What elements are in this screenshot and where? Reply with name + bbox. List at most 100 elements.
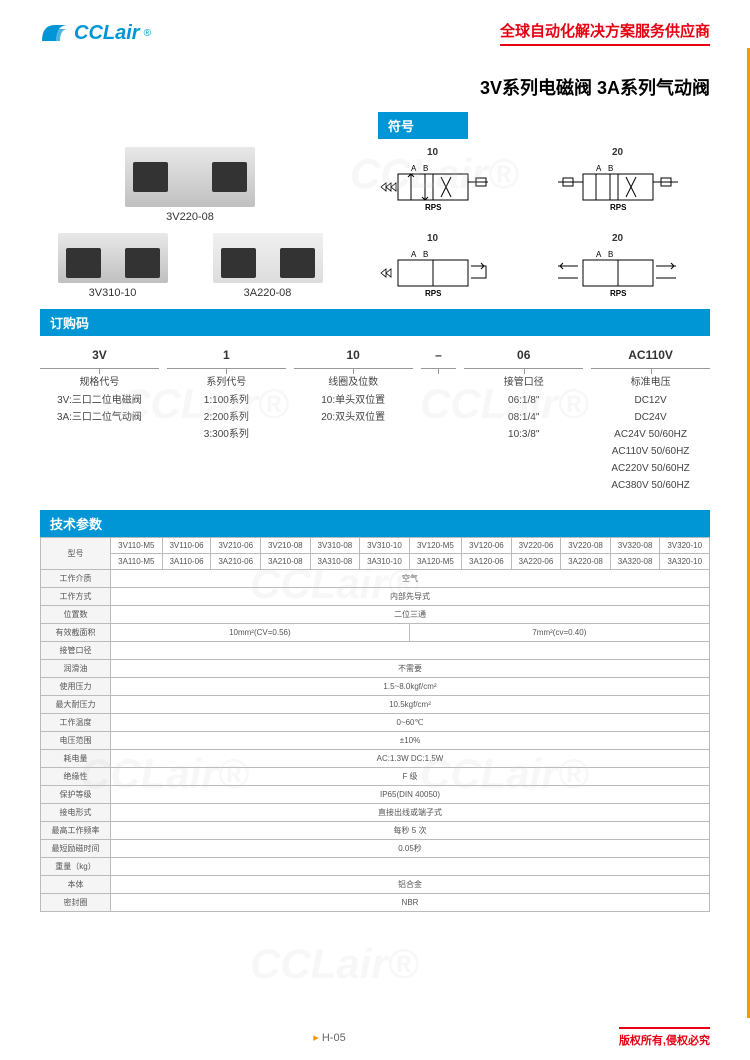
table-row: 工作温度0~60℃ (41, 714, 710, 732)
row-label: 绝缘性 (41, 768, 111, 786)
page-number: ▸ H-05 (313, 1031, 345, 1044)
table-row: 电压范围±10% (41, 732, 710, 750)
table-row: 密封圈NBR (41, 894, 710, 912)
model-cell: 3A310-08 (310, 554, 360, 570)
table-row: 工作介质空气 (41, 570, 710, 588)
brand-tm: ® (144, 28, 151, 39)
model-cell: 3A120-M5 (409, 554, 461, 570)
page-footer: ▸ H-05 版权所有,侵权必究 (0, 1027, 750, 1048)
row-label: 最短励磁时间 (41, 840, 111, 858)
model-cell: 3A220-08 (561, 554, 611, 570)
model-cell: 3A320-08 (610, 554, 660, 570)
table-row: 最大耐压力10.5kgf/cm² (41, 696, 710, 714)
symbol-10: 10 AB RPS (340, 147, 525, 223)
row-label: 耗电量 (41, 750, 111, 768)
model-cell: 3A220-06 (511, 554, 561, 570)
model-cell: 3A110-06 (162, 554, 211, 570)
row-label: 接管口径 (41, 642, 111, 660)
svg-text:B: B (423, 164, 428, 173)
model-cell: 3A210-08 (261, 554, 311, 570)
page-title: 3V系列电磁阀 3A系列气动阀 (0, 56, 750, 112)
section-order-header: 订购码 (40, 309, 710, 336)
valve-symbol-icon: AB RPS (363, 162, 503, 212)
section-symbols-header: 符号 (378, 112, 468, 139)
table-row: 润滑油不需要 (41, 660, 710, 678)
brand-logo: CCLair ® (40, 21, 151, 45)
row-label: 重量（kg） (41, 858, 111, 876)
table-row: 有效截面积10mm²(CV=0.56)7mm²(cv=0.40) (41, 624, 710, 642)
table-row: 接管口径 (41, 642, 710, 660)
copyright: 版权所有,侵权必究 (619, 1027, 710, 1048)
page-header: CCLair ® 全球自动化解决方案服务供应商 (0, 0, 750, 56)
model-cell: 3V220-06 (511, 538, 561, 554)
table-row: 本体铝合金 (41, 876, 710, 894)
brand-name: CCLair (74, 22, 140, 45)
tagline: 全球自动化解决方案服务供应商 (500, 20, 710, 46)
model-cell: 3V120-06 (462, 538, 512, 554)
table-row: 重量（kg） (41, 858, 710, 876)
row-label: 最大耐压力 (41, 696, 111, 714)
tech-params-section: 技术参数 型号3V110-M53V110-063V210-063V210-083… (0, 500, 750, 912)
row-label: 保护等级 (41, 786, 111, 804)
order-column: 10线圈及位数10:单头双位置20:双头双位置 (294, 348, 413, 494)
symbols-row-2: 3V310-10 3A220-08 10 AB RPS 20 AB (0, 233, 750, 299)
symbol-20b: 20 AB RPS (525, 233, 710, 299)
model-cell: 3V220-08 (561, 538, 611, 554)
row-label: 位置数 (41, 606, 111, 624)
table-row: 绝缘性F 级 (41, 768, 710, 786)
table-row: 保护等级IP65(DIN 40050) (41, 786, 710, 804)
svg-text:B: B (423, 250, 428, 259)
model-cell: 3V210-08 (261, 538, 311, 554)
row-label: 润滑油 (41, 660, 111, 678)
model-cell: 3V110-M5 (111, 538, 163, 554)
model-cell: 3V320-08 (610, 538, 660, 554)
order-column: AC110V标准电压DC12VDC24VAC24V 50/60HZAC110V … (591, 348, 710, 494)
symbols-row-1: 3V220-08 10 AB RPS 20 AB (0, 147, 750, 223)
order-column: – (421, 348, 457, 494)
logo-icon (40, 21, 70, 45)
svg-text:RPS: RPS (425, 289, 442, 298)
model-cell: 3V310-10 (360, 538, 410, 554)
table-row: 工作方式内部先导式 (41, 588, 710, 606)
svg-text:A: A (411, 164, 417, 173)
model-cell: 3A110-M5 (111, 554, 163, 570)
svg-text:A: A (596, 250, 602, 259)
row-label: 最高工作频率 (41, 822, 111, 840)
order-column: 06接管口径06:1/8"08:1/4"10:3/8" (464, 348, 583, 494)
table-row: 使用压力1.5~8.0kgf/cm² (41, 678, 710, 696)
model-cell: 3V120-M5 (409, 538, 461, 554)
svg-text:B: B (608, 250, 613, 259)
valve-symbol-icon: AB RPS (363, 248, 503, 298)
tech-params-table: 型号3V110-M53V110-063V210-063V210-083V310-… (40, 537, 710, 912)
row-label: 工作介质 (41, 570, 111, 588)
row-label: 本体 (41, 876, 111, 894)
valve-symbol-icon: AB RPS (548, 248, 688, 298)
table-row: 最高工作频率每秒 5 次 (41, 822, 710, 840)
row-label: 有效截面积 (41, 624, 111, 642)
svg-text:A: A (596, 164, 602, 173)
model-cell: 3V310-08 (310, 538, 360, 554)
model-cell: 3A310-10 (360, 554, 410, 570)
product-image-3: 3A220-08 (195, 233, 340, 299)
product-image-1: 3V220-08 (40, 147, 340, 223)
svg-text:A: A (411, 250, 417, 259)
watermark: CCLair® (250, 940, 419, 988)
model-header: 型号 (41, 538, 111, 570)
model-cell: 3V320-10 (660, 538, 710, 554)
product-image-2: 3V310-10 (40, 233, 185, 299)
valve-symbol-icon: AB RPS (548, 162, 688, 212)
table-row: 耗电量AC:1.3W DC:1.5W (41, 750, 710, 768)
svg-text:B: B (608, 164, 613, 173)
model-cell: 3V110-06 (162, 538, 211, 554)
order-column: 1系列代号1:100系列2:200系列3:300系列 (167, 348, 286, 494)
row-label: 使用压力 (41, 678, 111, 696)
model-cell: 3A320-10 (660, 554, 710, 570)
symbol-20: 20 AB RPS (525, 147, 710, 223)
row-label: 电压范围 (41, 732, 111, 750)
svg-text:RPS: RPS (610, 289, 627, 298)
svg-text:RPS: RPS (610, 203, 627, 212)
row-label: 工作方式 (41, 588, 111, 606)
section-tech-header: 技术参数 (40, 510, 710, 537)
row-label: 接电形式 (41, 804, 111, 822)
table-row: 位置数二位三通 (41, 606, 710, 624)
